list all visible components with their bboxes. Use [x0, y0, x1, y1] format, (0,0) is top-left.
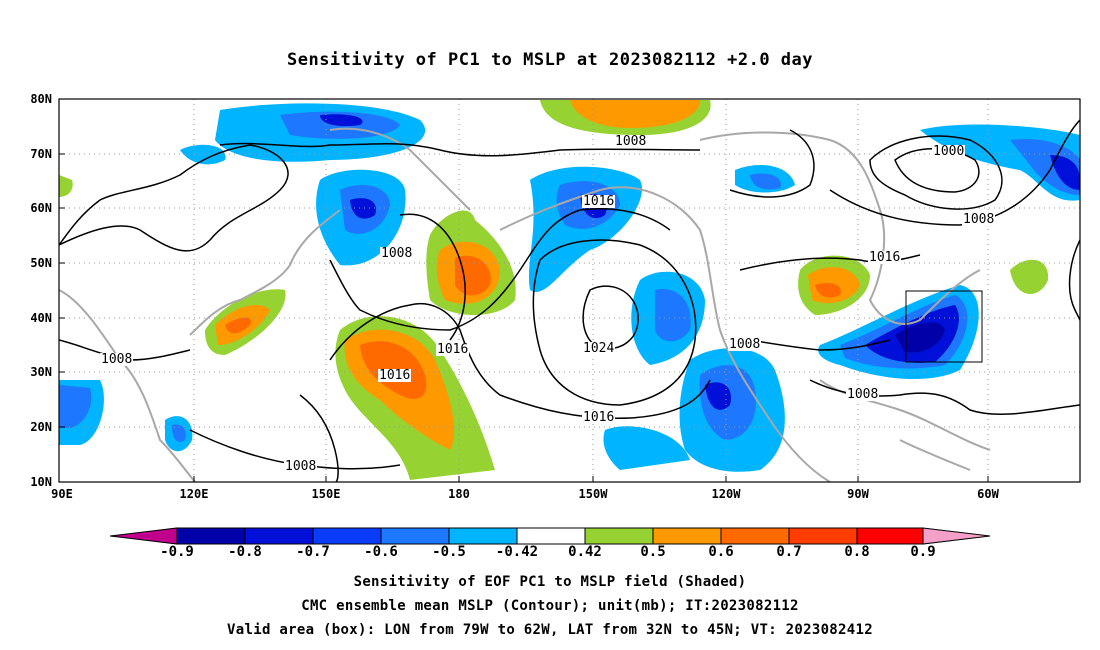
colorbar-segment	[652, 527, 722, 545]
lat-label-10n: 10N	[30, 475, 52, 489]
lon-label-120e: 120E	[179, 487, 209, 501]
contour-label: 1008	[846, 387, 880, 402]
contour-label: 1008	[380, 246, 414, 261]
contour-label: 1016	[582, 194, 616, 209]
colorbar-segment	[584, 527, 654, 545]
map-grid	[59, 99, 1080, 482]
lat-label-40n: 40N	[30, 311, 52, 325]
colorbar-label: 0.8	[844, 544, 870, 560]
colorbar-segment	[516, 527, 586, 545]
lat-label-30n: 30N	[30, 365, 52, 379]
map-title: Sensitivity of PC1 to MSLP at 2023082112…	[286, 50, 813, 70]
coastlines	[59, 127, 991, 482]
colorbar-label: 0.9	[910, 544, 936, 560]
lat-label-20n: 20N	[30, 420, 52, 434]
colorbar-segment	[788, 527, 858, 545]
lon-label-180: 180	[448, 487, 470, 501]
colorbar-label: -0.6	[364, 544, 398, 560]
map-ticks	[59, 153, 989, 482]
lat-label-50n: 50N	[30, 256, 52, 270]
contour-label: 1008	[100, 352, 134, 367]
lon-label-90e: 90E	[51, 487, 73, 501]
colorbar-segment	[380, 527, 450, 545]
lat-label-80n: 80N	[30, 92, 52, 106]
caption-contour: CMC ensemble mean MSLP (Contour); unit(m…	[301, 598, 799, 614]
colorbar-label: 0.42	[568, 544, 602, 560]
colorbar-segment	[448, 527, 518, 545]
colorbar-arrow-left	[109, 527, 178, 545]
colorbar-segment	[856, 527, 924, 545]
map-frame	[58, 98, 1081, 483]
contour-label: 1016	[582, 410, 616, 425]
colorbar-segment	[244, 527, 314, 545]
contour-label: 1008	[284, 459, 318, 474]
lon-label-90w: 90W	[847, 487, 869, 501]
colorbar-segment	[312, 527, 382, 545]
caption-valid-area: Valid area (box): LON from 79W to 62W, L…	[227, 622, 873, 638]
contour-label: 1008	[962, 212, 996, 227]
colorbar-arrow-right	[922, 527, 991, 545]
lon-label-60w: 60W	[977, 487, 999, 501]
lon-label-150e: 150E	[311, 487, 341, 501]
colorbar-label: -0.9	[160, 544, 194, 560]
lat-label-70n: 70N	[30, 147, 52, 161]
lon-label-120w: 120W	[711, 487, 741, 501]
colorbar-label: -0.42	[495, 544, 539, 560]
colorbar-label: 0.5	[640, 544, 666, 560]
lat-label-60n: 60N	[30, 201, 52, 215]
colorbar-label: 0.6	[708, 544, 734, 560]
colorbar-label: -0.8	[228, 544, 262, 560]
valid-area-box	[905, 290, 983, 363]
contour-label: 1016	[868, 250, 902, 265]
contour-label: 1008	[614, 134, 648, 149]
sensitivity-shading	[59, 100, 1080, 480]
contour-label: 1008	[728, 337, 762, 352]
colorbar-label: -0.5	[432, 544, 466, 560]
contour-label: 1016	[378, 368, 412, 383]
contour-label: 1016	[436, 342, 470, 357]
colorbar-label: 0.7	[776, 544, 802, 560]
contour-label: 1000	[932, 144, 966, 159]
colorbar	[109, 527, 991, 545]
lon-label-150w: 150W	[578, 487, 608, 501]
caption-shaded: Sensitivity of EOF PC1 to MSLP field (Sh…	[353, 574, 747, 590]
colorbar-label: -0.7	[296, 544, 330, 560]
colorbar-segment	[176, 527, 246, 545]
contour-label: 1024	[582, 341, 616, 356]
colorbar-segment	[720, 527, 790, 545]
